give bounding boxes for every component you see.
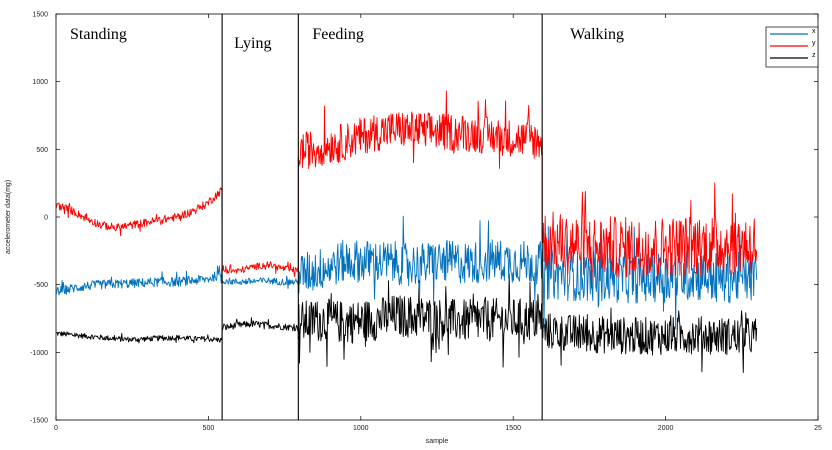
phase-labels: Standing Lying Feeding Walking xyxy=(70,26,624,52)
x-tick-label: 0 xyxy=(54,425,58,432)
series-layer xyxy=(55,90,758,373)
x-tick-label: 2000 xyxy=(658,425,674,432)
x-tick-label: 500 xyxy=(203,425,215,432)
phase-label: Lying xyxy=(234,35,271,52)
phase-label: Feeding xyxy=(312,26,364,43)
phase-label: Standing xyxy=(70,26,127,43)
series-line-z xyxy=(55,273,758,373)
y-tick-label: 1500 xyxy=(32,12,48,19)
y-tick-label: 500 xyxy=(36,147,48,154)
series-line-y xyxy=(55,90,758,289)
phase-label: Walking xyxy=(570,26,624,43)
x-tick-label: 1000 xyxy=(353,425,369,432)
legend-label-x: x xyxy=(812,28,816,35)
x-axis-label: sample xyxy=(426,438,449,445)
y-tick-label: -500 xyxy=(34,282,48,289)
axis-ticks: 0 500 1000 1500 2000 25 -1500 -1000 -500 0 500 1000… xyxy=(30,12,822,433)
y-tick-label: -1000 xyxy=(30,350,48,357)
y-tick-label: 0 xyxy=(44,215,48,222)
y-axis-label: accelerometer data(mg) xyxy=(5,180,12,254)
legend-label-y: y xyxy=(812,40,816,47)
x-tick-label: 1500 xyxy=(505,425,521,432)
legend-label-z: z xyxy=(812,52,816,59)
y-tick-label: -1500 xyxy=(30,418,48,425)
legend: xyz xyxy=(765,26,819,68)
phase-boundaries xyxy=(221,14,543,420)
legend-box xyxy=(765,26,819,68)
series-line-x xyxy=(55,215,758,330)
y-tick-label: 1000 xyxy=(32,79,48,86)
x-tick-label: 25 xyxy=(814,425,822,432)
